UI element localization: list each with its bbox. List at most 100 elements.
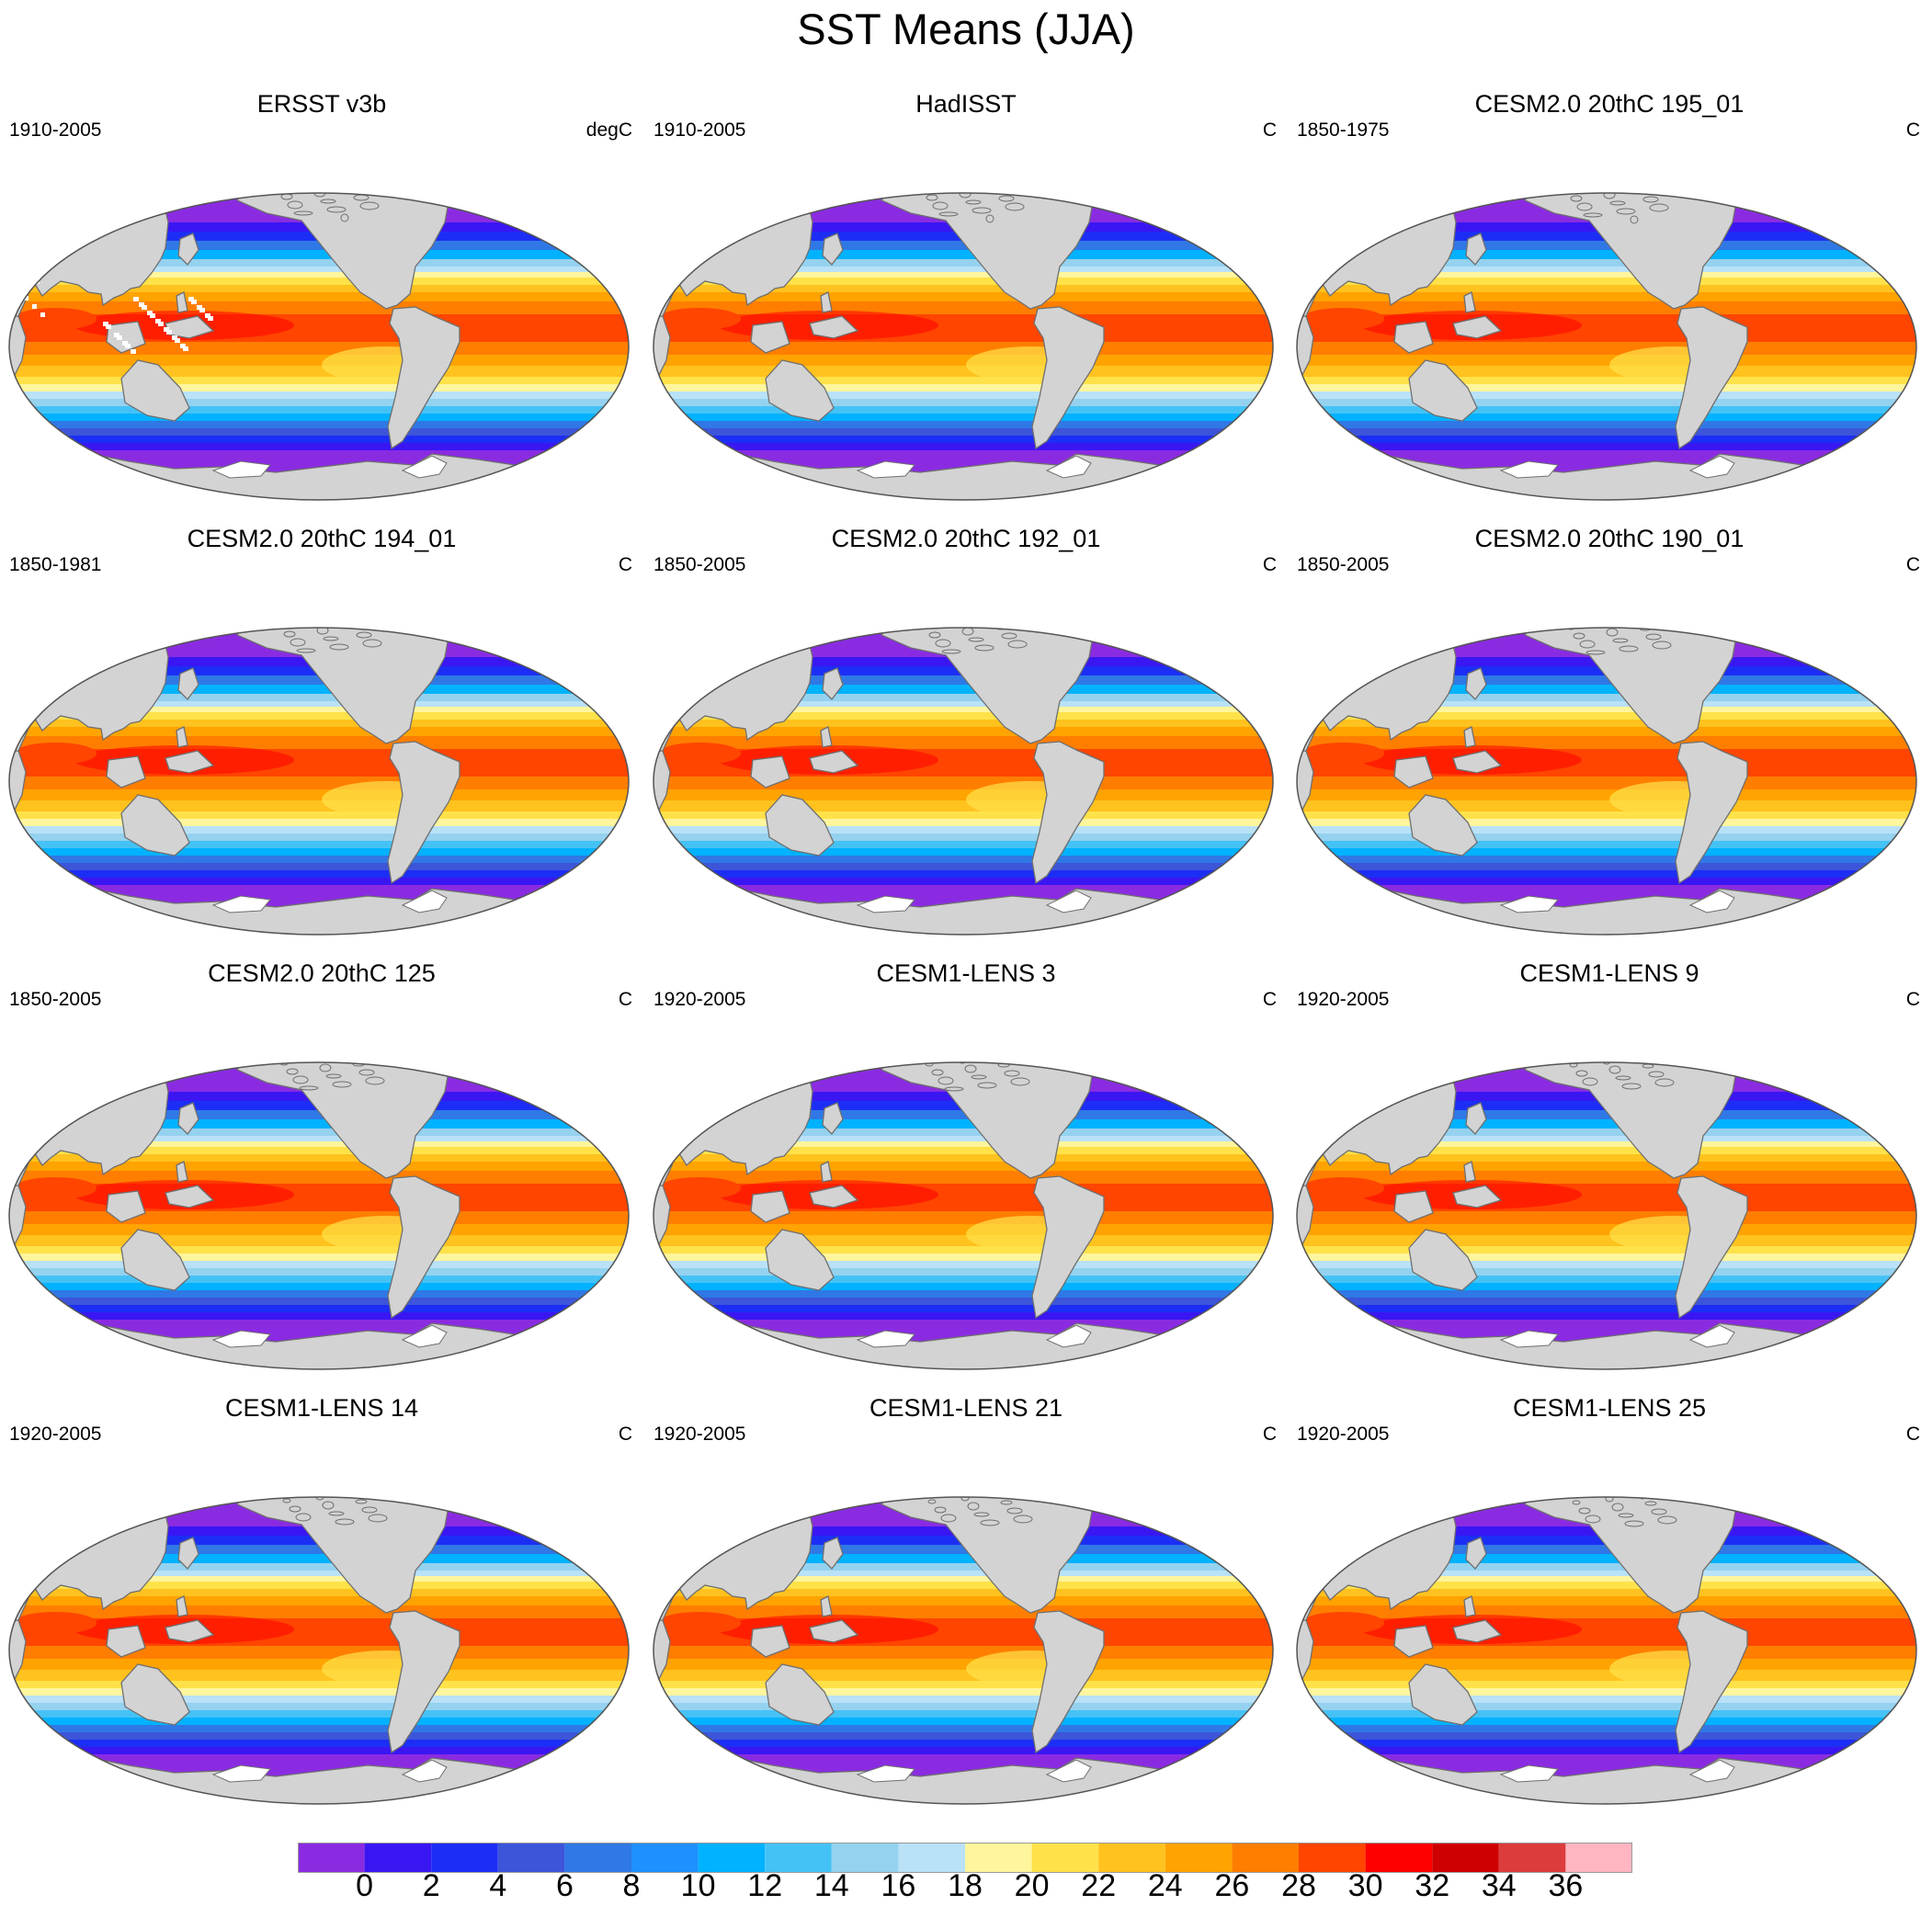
arctic-island [959,193,972,199]
land-borneo [106,321,146,354]
sst-band [1297,366,1916,377]
arctic-island [289,1505,301,1513]
sst-band [1297,848,1916,856]
missing-cell [205,313,210,318]
arctic-island [932,201,949,210]
sst-band [1297,1290,1916,1298]
sst-band [9,1141,629,1147]
sst-band [9,1147,629,1154]
arctic-island [347,1052,354,1060]
arctic-island [961,628,974,636]
arctic-island [1618,1513,1634,1518]
panel-period: 1910-2005 [9,119,102,141]
missing-cell [158,322,164,326]
land-australia [120,794,190,856]
land-north-america [881,628,1094,744]
arctic-island [361,1506,378,1514]
colorbar-swatch [1299,1843,1366,1873]
sst-band [1297,241,1916,250]
sst-band [1297,685,1916,694]
sst-band [653,694,1273,701]
colorbar-swatch [564,1843,631,1873]
land-north-america [1524,193,1737,310]
arctic-island [316,628,329,635]
sst-band [1297,1703,1916,1710]
land-north-america [236,1062,449,1179]
colorbar-label: 32 [1415,1868,1449,1898]
sst-band [653,870,1273,878]
sst-band [1297,1110,1916,1119]
land-philippines [1463,1161,1476,1183]
sst-band [1297,1605,1916,1618]
sst-band [653,1119,1273,1129]
sst-band [653,720,1273,727]
sst-band [1297,1596,1916,1605]
arctic-island [362,639,382,648]
sst-band [1297,1119,1916,1129]
sst-band [653,1576,1273,1582]
land-japan [822,1102,844,1135]
arctic-island [280,193,293,200]
arctic-island [1578,1507,1591,1514]
sst-band [9,399,629,406]
arctic-island [967,1502,980,1511]
sst-band [9,1162,629,1171]
map-outline [8,627,630,936]
map-panel-hadisst: HadISST 1910-2005 C [644,85,1288,516]
map-panel-lens-3: CESM1-LENS 3 1920-2005 C [644,954,1288,1386]
ice-shelf [1045,1324,1092,1348]
sst-band [9,1290,629,1298]
sst-band [653,414,1273,421]
arctic-island [934,1506,947,1514]
warm-pool [14,308,97,330]
ice-shelf [1499,1330,1559,1348]
ice-shelf [1499,1764,1559,1783]
ice-shelf [856,1764,915,1783]
sst-band [9,819,629,826]
sst-band [1297,675,1916,685]
sst-band [9,278,629,285]
panel-units: C [618,554,632,575]
land-philippines [1463,291,1476,313]
sst-band [9,443,629,450]
colorbar-swatch [1498,1843,1566,1873]
sst-band [1297,1261,1916,1268]
arctic-island [1001,632,1017,640]
land-south-america [387,741,460,885]
arctic-island [941,649,961,654]
sst-band [9,800,629,811]
sst-band [9,1246,629,1253]
map-outline [1296,1061,1917,1370]
warm-pool [1301,308,1384,330]
sst-band [1297,1554,1916,1563]
sst-band [9,789,629,800]
arctic-island [325,1073,342,1079]
sst-band [653,406,1273,414]
sst-band [1297,443,1916,450]
colorbar-label: 18 [948,1868,983,1898]
map-outline [653,1061,1274,1370]
sst-band [9,1235,629,1246]
sst-band [1297,1141,1916,1147]
sst-band [1297,777,1916,789]
land-borneo [106,755,146,788]
land-australia [765,1229,835,1291]
missing-cell [106,324,111,329]
map-outline [653,627,1274,936]
arctic-island [1636,193,1649,194]
map-outline [653,1496,1274,1805]
land-borneo [1393,1625,1434,1658]
sst-band [9,384,629,391]
sst-band [9,675,629,685]
sst-band [1297,727,1916,736]
panel-period: 1920-2005 [653,989,746,1010]
arctic-island [283,630,296,638]
land-africa [1297,750,1314,823]
sst-band [1297,250,1916,259]
colorbar-swatch [1031,1843,1099,1873]
sst-band [9,856,629,863]
sst-band [653,834,1273,841]
land-africa [1297,1619,1314,1693]
sst-band [1297,1162,1916,1171]
ice-shelf [211,1330,271,1348]
